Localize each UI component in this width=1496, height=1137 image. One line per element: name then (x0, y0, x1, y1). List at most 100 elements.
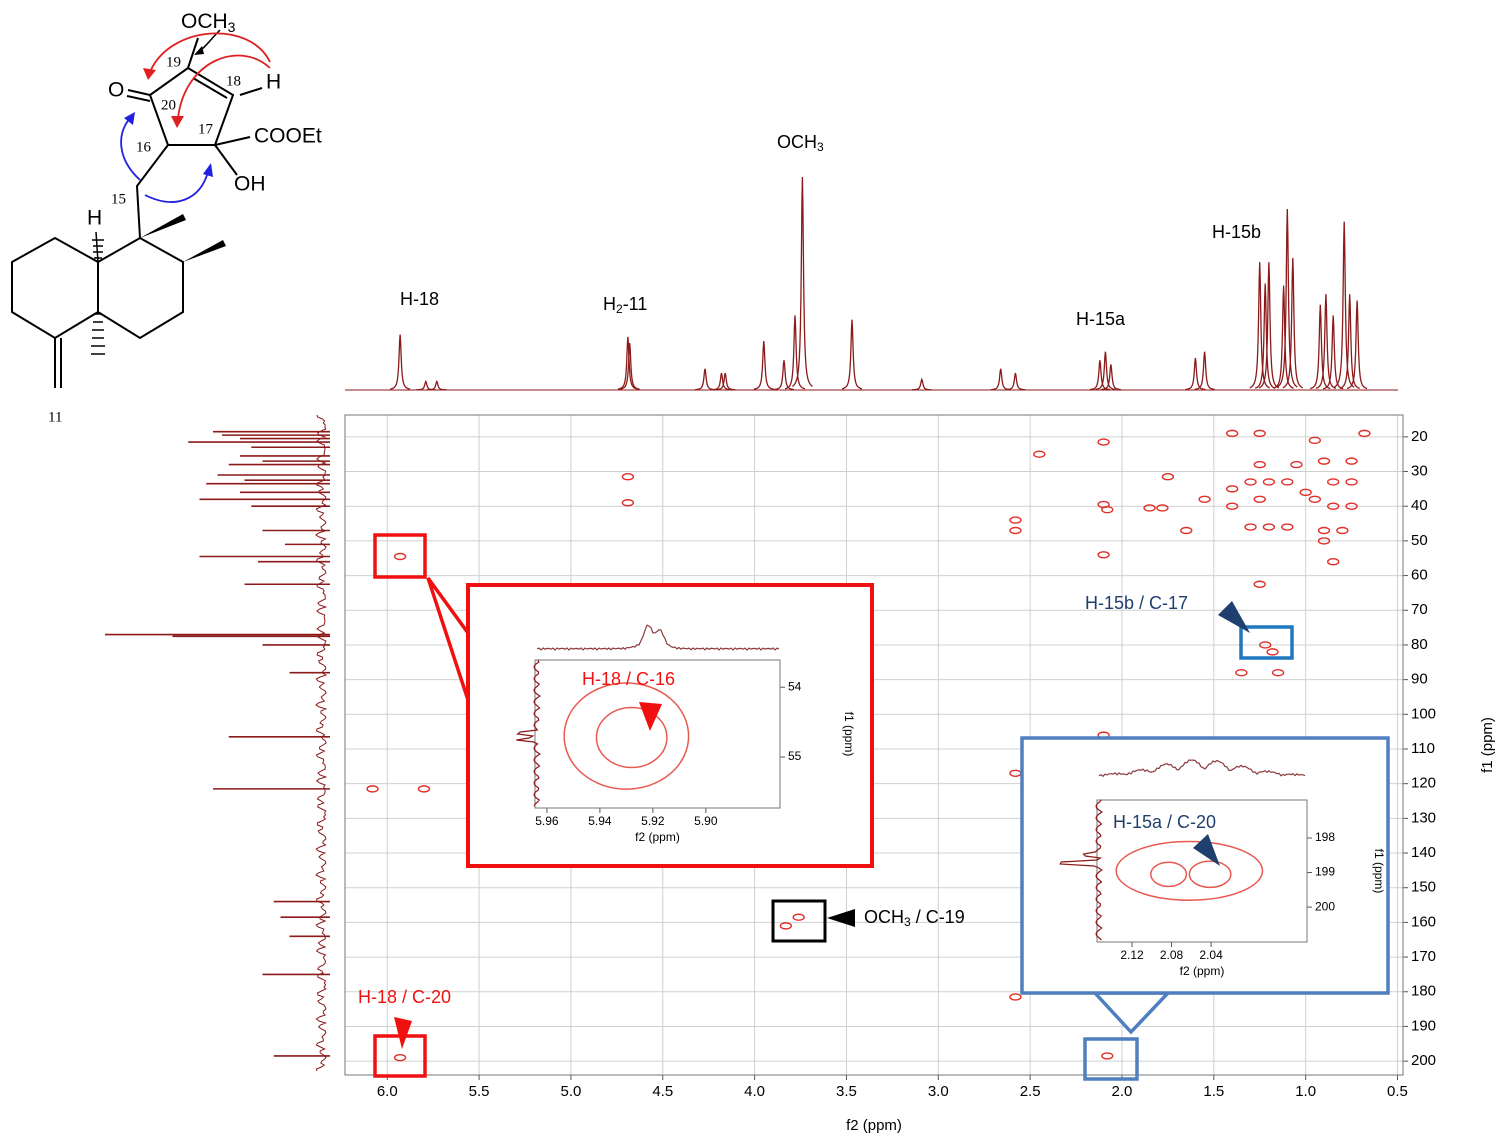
arrowhead (194, 46, 204, 55)
y-tick-label: 150 (1411, 879, 1436, 896)
proton-peak (389, 334, 411, 390)
projection-trace (516, 659, 541, 807)
inset-plot: 2.12 2.08 2.04 198 199 200 f2 (ppm) f1 (ppm) H-1… (1059, 759, 1386, 978)
y-tick-label: 90 (1411, 671, 1428, 688)
label-text: H-15b / C-17 (1085, 593, 1188, 613)
proton-peak (711, 372, 732, 391)
y-tick-label: 40 (1411, 497, 1428, 514)
cross-peak (1358, 429, 1371, 438)
label-subscript: 3 (904, 915, 911, 929)
cross-peak (1033, 450, 1046, 458)
projection-trace (1098, 759, 1306, 778)
wedge (140, 214, 186, 238)
label-text: OCH (777, 132, 817, 152)
cross-peak (1161, 473, 1175, 481)
tail-gap (1097, 987, 1166, 991)
y-tick-label: 190 (1411, 1017, 1436, 1034)
x-tick-label: 2.04 (1199, 948, 1223, 962)
arrowhead (827, 909, 855, 927)
cross-peak (1259, 641, 1272, 649)
atom-number: 16 (136, 139, 152, 155)
proton-peak (1333, 221, 1355, 388)
inset-frame (466, 583, 874, 868)
arrowhead (124, 112, 135, 125)
label: H-15b / C-17 (1085, 593, 1188, 613)
label: H2-11 (603, 294, 647, 316)
y-tick-label: 30 (1411, 463, 1428, 480)
cross-peak (1009, 993, 1022, 1001)
annotations (373, 533, 1390, 1081)
cross-peak (1253, 460, 1266, 469)
atom-number: 15 (111, 191, 126, 207)
x-tick-label: 5.0 (560, 1083, 581, 1100)
cross-peak (1097, 438, 1110, 446)
proton-peak (1273, 285, 1294, 389)
cross-peak (1009, 526, 1022, 535)
x-tick-label: 4.0 (744, 1083, 765, 1100)
proton-peak (715, 372, 736, 391)
x-tick-label: 1.5 (1203, 1083, 1224, 1100)
cross-peak (1253, 580, 1266, 588)
highlight-box (1239, 625, 1294, 660)
cross-peak (1299, 488, 1312, 497)
arrowhead (1218, 601, 1250, 633)
proton-peak (426, 379, 447, 391)
hmbc-arrow (177, 54, 271, 119)
atom-label: OH (234, 173, 266, 196)
contour (595, 706, 668, 769)
cross-peak (393, 552, 407, 561)
cross-peak (1253, 429, 1266, 438)
atom-number: 20 (161, 97, 176, 113)
cross-peak (1317, 537, 1331, 545)
x-axis-label: f2 (ppm) (846, 1117, 902, 1134)
cross-peak (393, 1053, 407, 1062)
tail-gap (472, 630, 478, 702)
y-tick-label: 130 (1411, 809, 1436, 826)
label-text: H-18 (400, 289, 439, 309)
y-tick-label: 198 (1315, 830, 1335, 844)
cross-peak (1156, 504, 1169, 512)
carbon-noise (315, 414, 328, 1072)
cross-peak (1327, 502, 1340, 510)
cross-peak (1281, 478, 1294, 486)
wedge (183, 240, 226, 262)
cross-peak (1345, 502, 1358, 510)
proton-peak (784, 315, 806, 390)
proton-peak (990, 368, 1011, 391)
cross-peak (1345, 457, 1358, 465)
cross-peak (1225, 485, 1239, 493)
label: OCH3 / C-19 (864, 907, 965, 929)
cross-peak (621, 499, 635, 507)
contour (1115, 840, 1264, 901)
x-tick-label: 5.90 (694, 814, 718, 828)
proton-peak (841, 319, 863, 390)
proton-peak (911, 377, 932, 391)
x-axis-label: f2 (ppm) (1180, 964, 1225, 978)
x-tick-label: 3.5 (836, 1083, 857, 1100)
atom-label: H (87, 207, 102, 230)
cross-peak (1244, 478, 1257, 486)
cross-peak (1336, 526, 1349, 535)
atom-number: 19 (166, 54, 181, 70)
hmbc-arrow (149, 32, 271, 73)
cross-peak (1281, 523, 1294, 531)
y-tick-label: 200 (1411, 1052, 1436, 1069)
x-tick-label: 5.92 (641, 814, 665, 828)
cross-peak (1308, 495, 1322, 503)
x-tick-label: 5.96 (535, 814, 559, 828)
hash-bonds (91, 231, 105, 355)
label: H-15a (1076, 309, 1126, 329)
y-tick-label: 170 (1411, 948, 1436, 965)
highlight-box (373, 533, 427, 579)
cross-peak (1198, 495, 1211, 503)
atom-label: COOEt (254, 125, 322, 148)
arrowhead (143, 68, 156, 80)
y-axis-label: f1 (ppm) (842, 712, 856, 757)
arrowhead (203, 163, 213, 177)
label-text: -11 (623, 294, 648, 314)
y-tick-label: 60 (1411, 567, 1428, 584)
y-tick-label: 110 (1411, 740, 1435, 757)
proton-peak (1339, 294, 1360, 390)
cross-peak (621, 473, 635, 481)
projection-trace (536, 624, 780, 651)
